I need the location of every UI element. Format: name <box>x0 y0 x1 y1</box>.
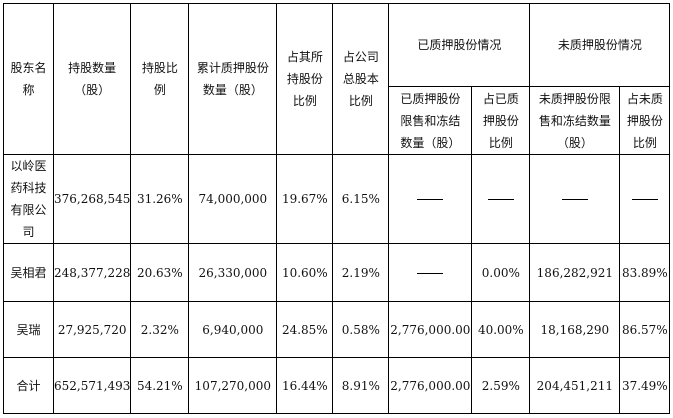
pct-total-cell: 2.19% <box>332 243 390 302</box>
header-unpledged-group: 未质押股份情况 <box>529 3 671 87</box>
pledged-pct-cell: 0.00% <box>471 243 531 302</box>
pledged-restricted-cell: 2,776,000.00 <box>388 357 473 414</box>
unpledged-restricted-cell <box>529 154 621 244</box>
pct-total-cell: 0.58% <box>332 301 390 358</box>
header-holding-ratio: 持股比例 <box>130 3 190 155</box>
table-row: 合计 652,571,493 54.21% 107,270,000 16.44% 8.91… <box>3 357 671 414</box>
pledged-restricted-cell <box>388 243 473 302</box>
holding-ratio-cell: 2.32% <box>130 301 190 358</box>
holding-ratio-cell: 31.26% <box>130 154 190 244</box>
pct-own-cell: 24.85% <box>276 301 334 358</box>
cumulative-pledged-cell: 107,270,000 <box>188 357 278 414</box>
shares-held-cell: 652,571,493 <box>52 357 132 414</box>
unpledged-restricted-cell: 204,451,211 <box>529 357 621 414</box>
header-pct-of-total-capital: 占公司总股本比例 <box>332 3 390 155</box>
header-shares-held: 持股数量（股） <box>52 3 132 155</box>
shareholder-name-cell: 吴相君 <box>3 243 54 302</box>
not-applicable-dash <box>487 199 514 200</box>
header-unpledged-pct: 占未质押股份比例 <box>619 86 671 155</box>
shareholder-name-cell: 以岭医药科技有限公司 <box>3 154 54 244</box>
unpledged-restricted-cell: 186,282,921 <box>529 243 621 302</box>
unpledged-pct-cell <box>619 154 671 244</box>
pledged-restricted-cell <box>388 154 473 244</box>
table-row: 吴瑞 27,925,720 2.32% 6,940,000 24.85% 0.58% 2,7… <box>3 301 671 358</box>
holding-ratio-cell: 54.21% <box>130 357 190 414</box>
header-unpledged-restricted: 未质押股份限售和冻结数量（股） <box>529 86 621 155</box>
unpledged-pct-cell: 37.49% <box>619 357 671 414</box>
header-shareholder: 股东名称 <box>3 3 54 155</box>
pct-own-cell: 10.60% <box>276 243 334 302</box>
shareholder-name-cell: 吴瑞 <box>3 301 54 358</box>
pledged-pct-cell: 40.00% <box>471 301 531 358</box>
pct-total-cell: 8.91% <box>332 357 390 414</box>
header-pct-of-own-shares: 占其所持股份比例 <box>276 3 334 155</box>
not-applicable-dash <box>417 199 444 200</box>
pledged-pct-cell <box>471 154 531 244</box>
header-pledged-pct: 占已质押股份比例 <box>471 86 531 155</box>
cumulative-pledged-cell: 74,000,000 <box>188 154 278 244</box>
header-pledged-group: 已质押股份情况 <box>388 3 531 87</box>
shares-held-cell: 248,377,228 <box>52 243 132 302</box>
not-applicable-dash <box>561 199 588 200</box>
pct-own-cell: 19.67% <box>276 154 334 244</box>
cumulative-pledged-cell: 26,330,000 <box>188 243 278 302</box>
share-pledge-table: 股东名称 持股数量（股） 持股比例 累计质押股份数量（股） 占其所持股份比例 占… <box>3 3 671 414</box>
not-applicable-dash <box>631 199 658 200</box>
shares-held-cell: 27,925,720 <box>52 301 132 358</box>
pct-own-cell: 16.44% <box>276 357 334 414</box>
header-pledged-restricted: 已质押股份限售和冻结数量（股） <box>388 86 473 155</box>
table-row: 以岭医药科技有限公司 376,268,545 31.26% 74,000,000 19.… <box>3 154 671 244</box>
unpledged-pct-cell: 86.57% <box>619 301 671 358</box>
pledged-pct-cell: 2.59% <box>471 357 531 414</box>
table-row: 吴相君 248,377,228 20.63% 26,330,000 10.60% 2.19… <box>3 243 671 302</box>
not-applicable-dash <box>417 272 444 274</box>
table-body: 以岭医药科技有限公司 376,268,545 31.26% 74,000,000 19.… <box>3 154 671 414</box>
header-cumulative-pledged: 累计质押股份数量（股） <box>188 3 278 155</box>
holding-ratio-cell: 20.63% <box>130 243 190 302</box>
unpledged-restricted-cell: 18,168,290 <box>529 301 621 358</box>
shares-held-cell: 376,268,545 <box>52 154 132 244</box>
pledged-restricted-cell: 2,776,000.00 <box>388 301 473 358</box>
shareholder-name-cell: 合计 <box>3 357 54 414</box>
pct-total-cell: 6.15% <box>332 154 390 244</box>
unpledged-pct-cell: 83.89% <box>619 243 671 302</box>
cumulative-pledged-cell: 6,940,000 <box>188 301 278 358</box>
